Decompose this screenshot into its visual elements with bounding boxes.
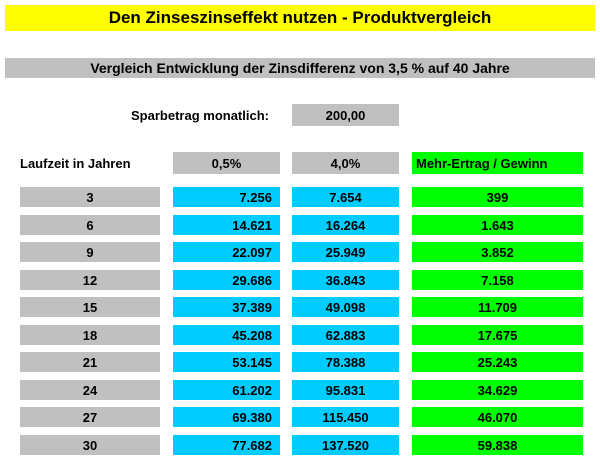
row-years: 12 <box>20 270 160 290</box>
row-value-high: 95.831 <box>292 380 399 400</box>
row-value-high: 137.520 <box>292 435 399 455</box>
row-value-low: 14.621 <box>173 215 280 235</box>
row-value-high: 78.388 <box>292 352 399 372</box>
row-value-high: 62.883 <box>292 325 399 345</box>
row-value-high: 25.949 <box>292 242 399 262</box>
row-years: 24 <box>20 380 160 400</box>
header-years: Laufzeit in Jahren <box>20 155 131 171</box>
row-gain: 11.709 <box>412 297 583 317</box>
savings-value: 200,00 <box>292 104 399 126</box>
row-gain: 1.643 <box>412 215 583 235</box>
row-value-low: 53.145 <box>173 352 280 372</box>
row-value-high: 36.843 <box>292 270 399 290</box>
row-years: 15 <box>20 297 160 317</box>
row-value-high: 49.098 <box>292 297 399 317</box>
row-gain: 3.852 <box>412 242 583 262</box>
row-value-low: 69.380 <box>173 407 280 427</box>
row-gain: 399 <box>412 187 583 207</box>
row-value-low: 61.202 <box>173 380 280 400</box>
row-years: 6 <box>20 215 160 235</box>
row-gain: 46.070 <box>412 407 583 427</box>
row-years: 3 <box>20 187 160 207</box>
header-rate-high: 4,0% <box>292 152 399 174</box>
row-value-low: 29.686 <box>173 270 280 290</box>
row-gain: 59.838 <box>412 435 583 455</box>
header-rate-low: 0,5% <box>173 152 280 174</box>
row-gain: 34.629 <box>412 380 583 400</box>
row-value-low: 22.097 <box>173 242 280 262</box>
savings-label: Sparbetrag monatlich: <box>131 107 269 123</box>
row-value-high: 115.450 <box>292 407 399 427</box>
row-value-low: 37.389 <box>173 297 280 317</box>
row-gain: 25.243 <box>412 352 583 372</box>
row-years: 21 <box>20 352 160 372</box>
row-value-high: 16.264 <box>292 215 399 235</box>
subtitle: Vergleich Entwicklung der Zinsdifferenz … <box>5 58 595 78</box>
row-value-low: 77.682 <box>173 435 280 455</box>
row-years: 27 <box>20 407 160 427</box>
row-years: 9 <box>20 242 160 262</box>
header-gain: Mehr-Ertrag / Gewinn <box>412 152 583 174</box>
row-gain: 17.675 <box>412 325 583 345</box>
row-value-low: 45.208 <box>173 325 280 345</box>
row-years: 30 <box>20 435 160 455</box>
row-value-low: 7.256 <box>173 187 280 207</box>
row-value-high: 7.654 <box>292 187 399 207</box>
row-years: 18 <box>20 325 160 345</box>
page-title: Den Zinseszinseffekt nutzen - Produktver… <box>5 5 595 31</box>
row-gain: 7.158 <box>412 270 583 290</box>
